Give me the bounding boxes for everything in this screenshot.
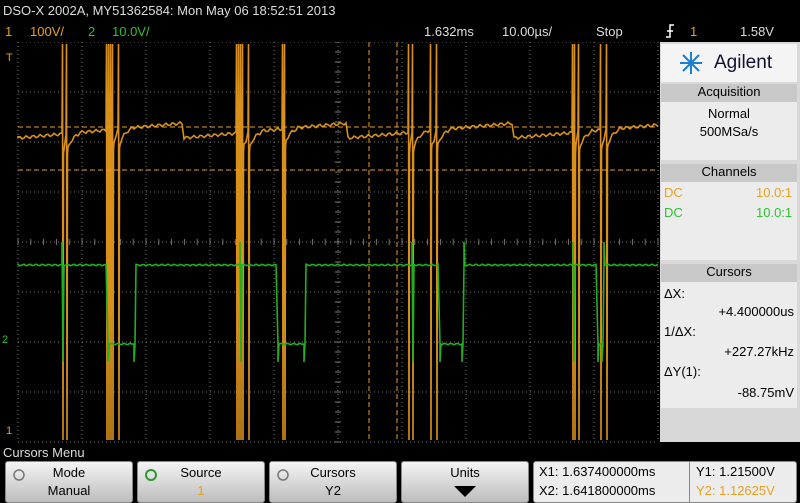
ch1-probe: 10.0:1 — [756, 185, 793, 200]
source-softkey[interactable]: Source 1 — [137, 461, 265, 503]
acquisition-title: Acquisition — [661, 84, 797, 102]
ch1-number: 1 — [5, 24, 13, 39]
dy-label: ΔY(1): — [664, 364, 701, 379]
time-scale: 10.00µs/ — [502, 24, 553, 39]
brand-name: Agilent — [714, 52, 773, 73]
trigger-source: 1 — [690, 24, 698, 39]
ch2-probe: 10.0:1 — [756, 205, 793, 220]
x2-readout: X2: 1.641800000ms — [539, 483, 656, 498]
softkey-label: Mode — [52, 465, 86, 480]
time-position: 1.632ms — [424, 24, 474, 39]
ch1-marker: 1 — [6, 425, 13, 437]
screen-title: DSO-X 2002A, MY51362584: Mon May 06 18:5… — [3, 3, 336, 18]
trigger-icon — [666, 24, 674, 38]
acquisition-box — [661, 102, 797, 160]
waveform-display — [17, 42, 659, 443]
dx-value: +4.400000us — [718, 304, 794, 319]
units-softkey[interactable]: Units — [401, 461, 529, 503]
cursors-box — [661, 282, 797, 408]
cursors-softkey[interactable]: Cursors Y2 — [269, 461, 397, 503]
ch2-marker: 2 — [2, 334, 9, 346]
softkey-label: Units — [450, 465, 480, 480]
softkey-value: Y2 — [325, 483, 341, 498]
run-state: Stop — [596, 24, 623, 39]
channels-box — [661, 182, 797, 260]
dy-value: -88.75mV — [737, 385, 794, 400]
trigger-level: 1.58V — [740, 24, 774, 39]
knob-icon — [13, 469, 25, 481]
inv-dx-label: 1/ΔX: — [664, 324, 696, 339]
readout-divider — [689, 462, 690, 502]
ch2-number: 2 — [88, 24, 96, 39]
sample-rate: 500MSa/s — [699, 124, 759, 139]
x1-readout: X1: 1.637400000ms — [539, 464, 656, 479]
ch1-coupling: DC — [664, 185, 683, 200]
y2-readout: Y2: 1.12625V — [696, 483, 775, 498]
ch2-coupling: DC — [664, 205, 683, 220]
mode-softkey[interactable]: Mode Manual — [5, 461, 133, 503]
channels-title: Channels — [661, 164, 797, 182]
acquisition-mode: Normal — [708, 106, 750, 121]
knob-icon — [277, 469, 289, 481]
knob-icon — [145, 469, 157, 481]
dx-label: ΔX: — [664, 286, 685, 301]
submenu-arrow — [454, 486, 476, 497]
softkey-value: Manual — [47, 483, 91, 498]
cursors-title: Cursors — [661, 264, 797, 282]
softkey-label: Cursors — [310, 465, 356, 480]
softkey-label: Source — [180, 465, 222, 480]
softkey-value: 1 — [197, 483, 205, 498]
cursor-readout: X1: 1.637400000ms X2: 1.641800000ms Y1: … — [533, 461, 797, 503]
ch2-trace — [17, 241, 659, 363]
ch1-scale: 100V/ — [30, 24, 64, 39]
ch2-scale: 10.0V/ — [112, 24, 150, 39]
y1-readout: Y1: 1.21500V — [696, 464, 775, 479]
menu-title: Cursors Menu — [3, 445, 85, 460]
brand-logo — [680, 52, 702, 74]
graticule — [17, 42, 659, 443]
trigger-marker: T — [6, 52, 13, 64]
inv-dx-value: +227.27kHz — [724, 344, 794, 359]
